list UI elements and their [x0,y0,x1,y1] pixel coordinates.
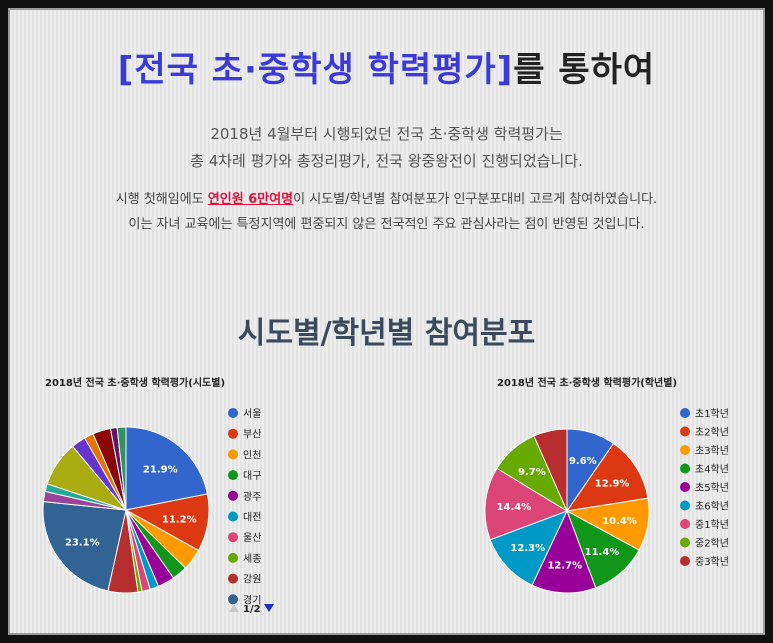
chart-2-legend-label: 중1학년 [695,519,729,531]
chart-2-data-label: 10.4% [602,516,637,527]
chart-1-legend-marker [228,511,238,522]
chart-2-data-label: 12.9% [595,479,630,490]
triangle-up-icon[interactable] [229,604,239,612]
chart-1-legend-marker [228,490,238,501]
chart-2-legend-marker [680,537,690,548]
chart-2-data-label: 9.6% [569,456,597,467]
pager-text: 1/2 [243,604,261,615]
chart-2-slice[interactable] [484,467,569,541]
chart-1-title: 2018년 전국 초·중학생 학력평가(시도별) [45,376,225,389]
chart-1-legend-label: 세종 [243,553,261,565]
page-headline: [전국 초·중학생 학력평가]를 통하여 [10,42,763,91]
chart-1-legend-marker [228,532,238,543]
note-line-1-highlight: 연인원 6만여명 [207,192,294,207]
chart-2-legend-marker [680,500,690,511]
headline-rest: 를 통하여 [513,50,656,90]
chart-1-slice[interactable] [42,501,127,592]
chart-2-legend-marker [680,482,690,492]
chart-1-legend-marker [228,428,238,439]
intro-line-2: 총 4차례 평가와 총정리평가, 전국 왕중왕전이 진행되었습니다. [190,152,583,170]
note-line-2: 이는 자녀 교육에는 특정지역에 편중되지 않은 전국적인 주요 관심사라는 점… [128,217,645,232]
chart-2-data-label: 14.4% [497,502,532,513]
chart-2-legend-marker [680,426,690,437]
chart-2-slice[interactable] [489,510,568,586]
note-line-1: 시행 첫해임에도 연인원 6만여명이 시도별/학년별 참여분포가 인구분포대비 … [10,188,763,207]
note-line-1-before: 시행 첫해임에도 [115,192,208,207]
chart-1-legend-marker [228,408,238,418]
chart-1-slice[interactable] [125,426,209,511]
chart-2-legend-marker [680,463,690,474]
chart-1-legend-label: 인천 [243,449,261,461]
chart-2-slice[interactable] [565,442,649,512]
chart-2-legend-label: 초2학년 [695,427,729,439]
chart-2-legend-marker [680,556,690,566]
chart-1-legend-label: 대구 [243,470,261,482]
chart-2-legend-label: 초6학년 [695,501,729,513]
chart-2-legend-label: 초1학년 [695,408,729,420]
headline-highlight: [전국 초·중학생 학력평가] [117,50,514,90]
chart-2-legend-label: 초3학년 [695,445,729,457]
note-line-1-after: 이 시도별/학년별 참여분포가 인구분포대비 고르게 참여하였습니다. [293,192,658,207]
chart-1-legend-label: 광주 [243,491,261,503]
chart-2-legend-marker [680,408,690,418]
chart-2-slice[interactable] [533,428,568,512]
chart-2-data-label: 9.7% [518,467,546,478]
chart-1-legend-marker [228,449,238,460]
chart-1-data-label: 11.2% [162,514,197,525]
chart-1-legend-label: 부산 [243,429,261,441]
chart-1-data-label: 21.9% [143,464,178,475]
chart-1-legend-marker [228,573,238,584]
chart-1-slice[interactable] [116,426,127,511]
chart-1-legend-label: 경기 [243,593,261,606]
chart-2-title: 2018년 전국 초·중학생 학력평가(학년별) [497,376,677,389]
chart-1-legend-label: 대전 [243,512,261,524]
chart-1-legend-marker [228,470,238,481]
chart-1-legend-marker [228,552,238,563]
chart-2-legend-label: 초5학년 [695,482,729,494]
chart-1-legend-label: 서울 [243,408,261,420]
chart-2-legend-marker [680,519,690,529]
chart-1-legend-label: 울산 [243,532,261,544]
chart-1-data-label: 23.1% [65,538,100,549]
chart-2-legend-label: 중2학년 [695,538,729,550]
chart-2-data-label: 11.4% [585,547,620,558]
chart-2-data-label: 12.3% [510,543,545,554]
intro-line-1: 2018년 4월부터 시행되었던 전국 초·중학생 학력평가는 [210,125,563,143]
chart-2-data-label: 12.7% [547,560,582,571]
section-title: 시도별/학년별 참여분포 [237,316,536,351]
chart-1-legend-label: 강원 [243,574,261,586]
chart-2-legend-marker [680,445,690,455]
triangle-down-icon[interactable] [264,604,274,612]
chart-2-slice[interactable] [531,509,597,594]
chart-2-legend-label: 중3학년 [695,556,729,568]
chart-2-legend-label: 초4학년 [695,464,729,476]
chart-1-legend-marker [228,594,238,605]
